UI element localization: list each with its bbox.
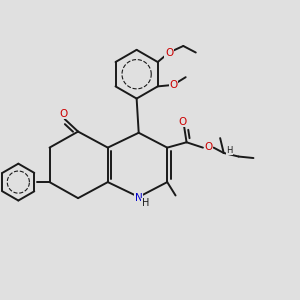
- Text: H: H: [226, 146, 233, 154]
- Text: O: O: [204, 142, 212, 152]
- Text: O: O: [59, 109, 67, 119]
- Text: O: O: [178, 117, 187, 127]
- Text: O: O: [165, 47, 173, 58]
- Text: O: O: [169, 80, 177, 90]
- Text: H: H: [142, 199, 149, 208]
- Text: N: N: [135, 194, 142, 203]
